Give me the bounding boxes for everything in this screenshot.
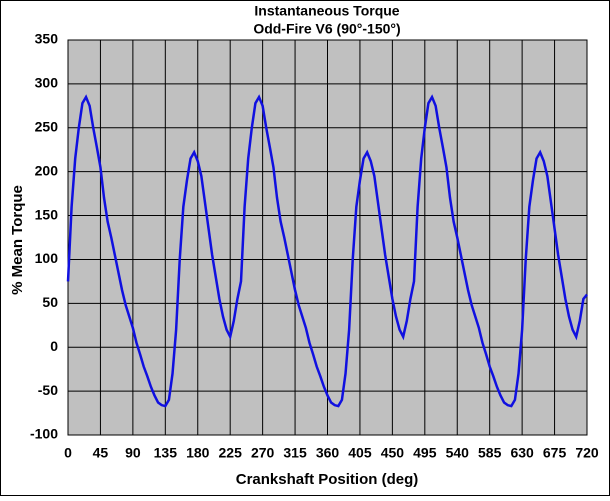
y-tick-label: 350	[35, 31, 59, 47]
y-tick-label: -50	[38, 382, 58, 398]
x-tick-label: 270	[251, 445, 275, 461]
y-tick-label: 300	[35, 75, 59, 91]
x-tick-label: 0	[64, 445, 72, 461]
y-tick-label: 150	[35, 206, 59, 222]
plot-border	[67, 39, 588, 436]
chart-subtitle: Odd-Fire V6 (90°-150°)	[253, 21, 400, 37]
x-tick-label: 90	[125, 445, 141, 461]
y-tick-label: 0	[50, 338, 58, 354]
x-tick-label: 630	[510, 445, 534, 461]
x-tick-label: 675	[543, 445, 567, 461]
x-tick-label: 135	[154, 445, 178, 461]
x-tick-label: 495	[413, 445, 437, 461]
x-tick-label: 225	[219, 445, 243, 461]
y-tick-label: 100	[35, 250, 59, 266]
x-tick-label: 450	[381, 445, 405, 461]
y-tick-label: -100	[30, 426, 58, 442]
x-tick-label: 585	[478, 445, 502, 461]
y-tick-label: 50	[42, 294, 58, 310]
x-tick-label: 405	[348, 445, 372, 461]
x-tick-label: 360	[316, 445, 340, 461]
x-tick-label: 180	[186, 445, 210, 461]
x-tick-label: 720	[575, 445, 599, 461]
x-axis-label: Crankshaft Position (deg)	[236, 471, 419, 488]
x-tick-label: 45	[93, 445, 109, 461]
x-tick-label: 315	[283, 445, 307, 461]
y-tick-label: 250	[35, 118, 59, 134]
x-tick-label: 540	[446, 445, 470, 461]
chart-title: Instantaneous Torque	[254, 3, 399, 19]
y-axis-label: % Mean Torque	[9, 185, 26, 295]
y-tick-label: 200	[35, 162, 59, 178]
data-line	[66, 94, 588, 408]
